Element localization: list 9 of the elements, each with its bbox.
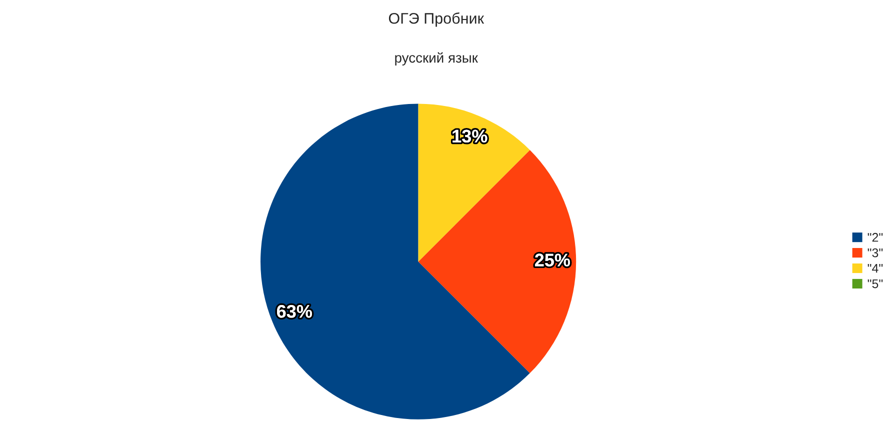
data-label: 63% [276,304,312,318]
chart-subtitle: русский язык [395,52,478,66]
chart-title: ОГЭ Пробник [388,12,484,27]
legend-label: "4" [868,264,883,273]
legend-label: "3" [868,248,883,258]
legend-label: "2" [868,232,883,242]
data-label: 13% [452,130,488,143]
data-label: 25% [534,254,570,266]
legend-label: "5" [868,279,883,288]
